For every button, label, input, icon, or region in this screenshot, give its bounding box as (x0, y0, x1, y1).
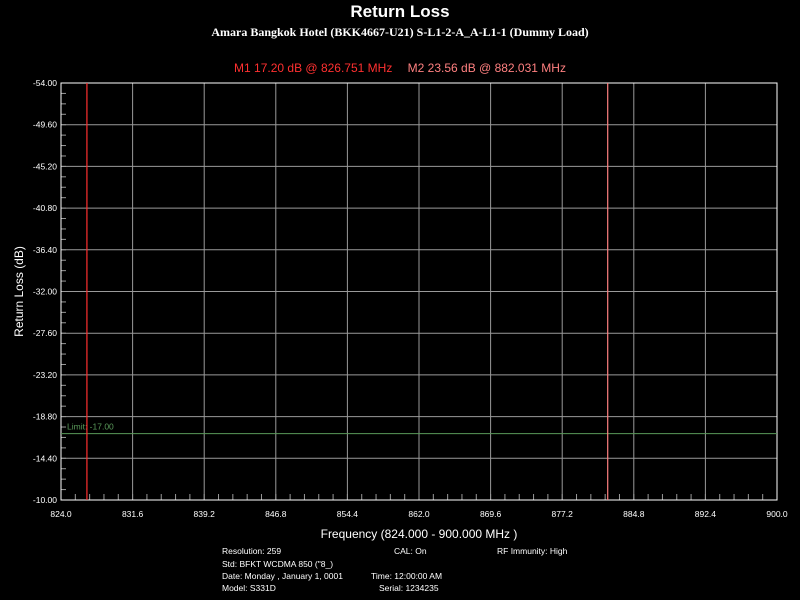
y-tick-label: -10.00 (33, 495, 57, 505)
x-tick-label: 884.8 (623, 509, 645, 519)
y-tick-label: -36.40 (33, 245, 57, 255)
marker-m2-label: M2 23.56 dB @ 882.031 MHz (407, 61, 566, 75)
x-tick-label: 831.6 (122, 509, 144, 519)
y-tick-label: -32.00 (33, 287, 57, 297)
x-tick-label: 869.6 (480, 509, 502, 519)
plot-frame (60, 82, 778, 501)
y-tick-label: -23.20 (33, 370, 57, 380)
info-cal: CAL: On (394, 546, 427, 556)
info-resolution: Resolution: 259 (222, 546, 282, 556)
x-tick-label: 877.2 (552, 509, 574, 519)
y-tick-label: -45.20 (33, 161, 57, 171)
info-model: Model: S331D (222, 583, 276, 593)
marker-readout: M1 17.20 dB @ 826.751 MHz M2 23.56 dB @ … (0, 61, 800, 75)
info-date: Date: Monday , January 1, 0001 (222, 571, 343, 581)
y-tick-label: -40.80 (33, 203, 57, 213)
info-rf-immunity: RF Immunity: High (497, 546, 568, 556)
y-axis-title: Return Loss (dB) (12, 246, 26, 337)
y-tick-label: -54.00 (33, 78, 57, 88)
y-tick-label: -49.60 (33, 120, 57, 130)
y-tick-label: -18.80 (33, 412, 57, 422)
x-tick-label: 839.2 (194, 509, 216, 519)
x-tick-label: 854.4 (337, 509, 359, 519)
chart-title: Return Loss (350, 2, 450, 21)
x-tick-label: 846.8 (265, 509, 287, 519)
chart-subtitle: Amara Bangkok Hotel (BKK4667-U21) S-L1-2… (211, 25, 589, 39)
info-time: Time: 12:00:00 AM (371, 571, 443, 581)
info-serial: Serial: 1234235 (379, 583, 439, 593)
marker-m1-label: M1 17.20 dB @ 826.751 MHz (234, 61, 393, 75)
x-tick-label: 900.0 (766, 509, 788, 519)
y-tick-label: -14.40 (33, 453, 57, 463)
x-tick-label: 824.0 (50, 509, 72, 519)
x-tick-label: 862.0 (408, 509, 430, 519)
x-tick-label: 892.4 (695, 509, 717, 519)
limit-label: Limit: -17.00 (67, 422, 114, 432)
y-tick-label: -27.60 (33, 328, 57, 338)
x-axis-title: Frequency (824.000 - 900.000 MHz ) (321, 527, 518, 541)
info-std: Std: BFKT WCDMA 850 ("8_) (222, 559, 334, 569)
